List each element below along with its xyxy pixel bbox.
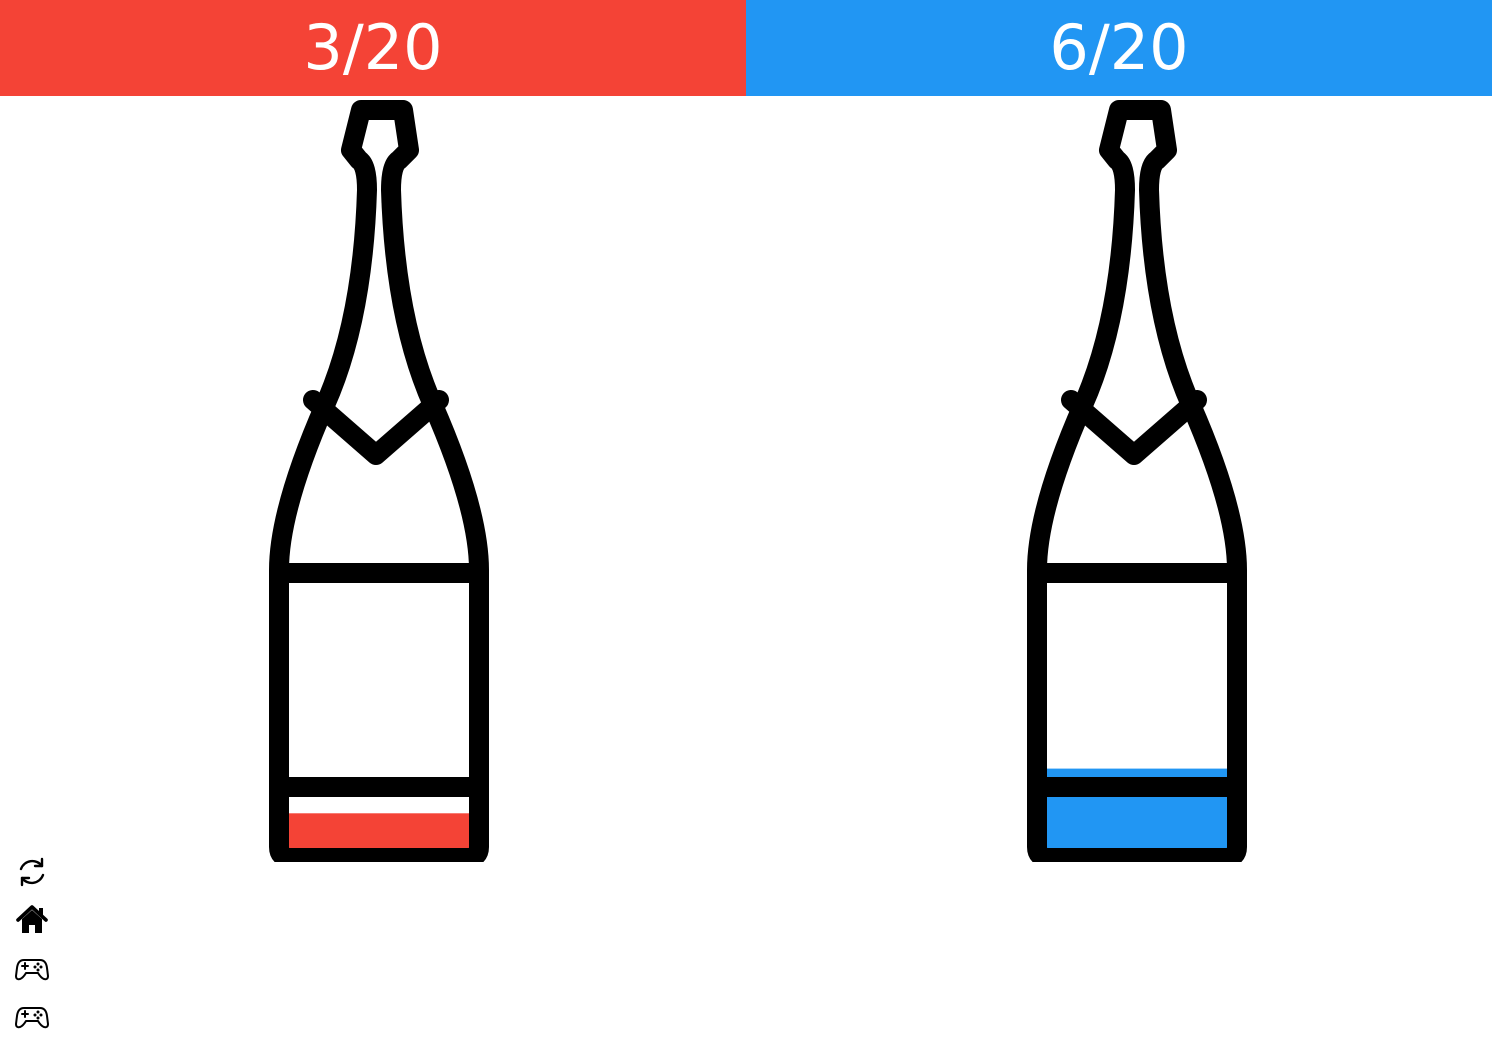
player-1-score-text: 3/20	[303, 11, 443, 84]
home-button[interactable]	[12, 900, 52, 940]
toolbar	[12, 852, 52, 1038]
home-icon	[16, 905, 48, 933]
player-1-bottle	[265, 100, 493, 862]
gamepad-icon	[15, 959, 49, 981]
player-2-score-text: 6/20	[1049, 11, 1189, 84]
refresh-icon	[19, 857, 45, 887]
player-1-score-bar: 3/20	[0, 0, 746, 96]
gamepad-icon	[15, 1007, 49, 1029]
bottle-outline	[1027, 100, 1247, 862]
player-2-bottle	[1023, 100, 1251, 862]
gamepad-button-1[interactable]	[12, 948, 52, 988]
player-2-score-bar: 6/20	[746, 0, 1492, 96]
gamepad-button-2[interactable]	[12, 996, 52, 1036]
bottle-neck-band	[303, 390, 449, 465]
refresh-button[interactable]	[12, 852, 52, 892]
bottle-outline	[269, 100, 489, 862]
bottle-neck-band	[1061, 390, 1207, 465]
